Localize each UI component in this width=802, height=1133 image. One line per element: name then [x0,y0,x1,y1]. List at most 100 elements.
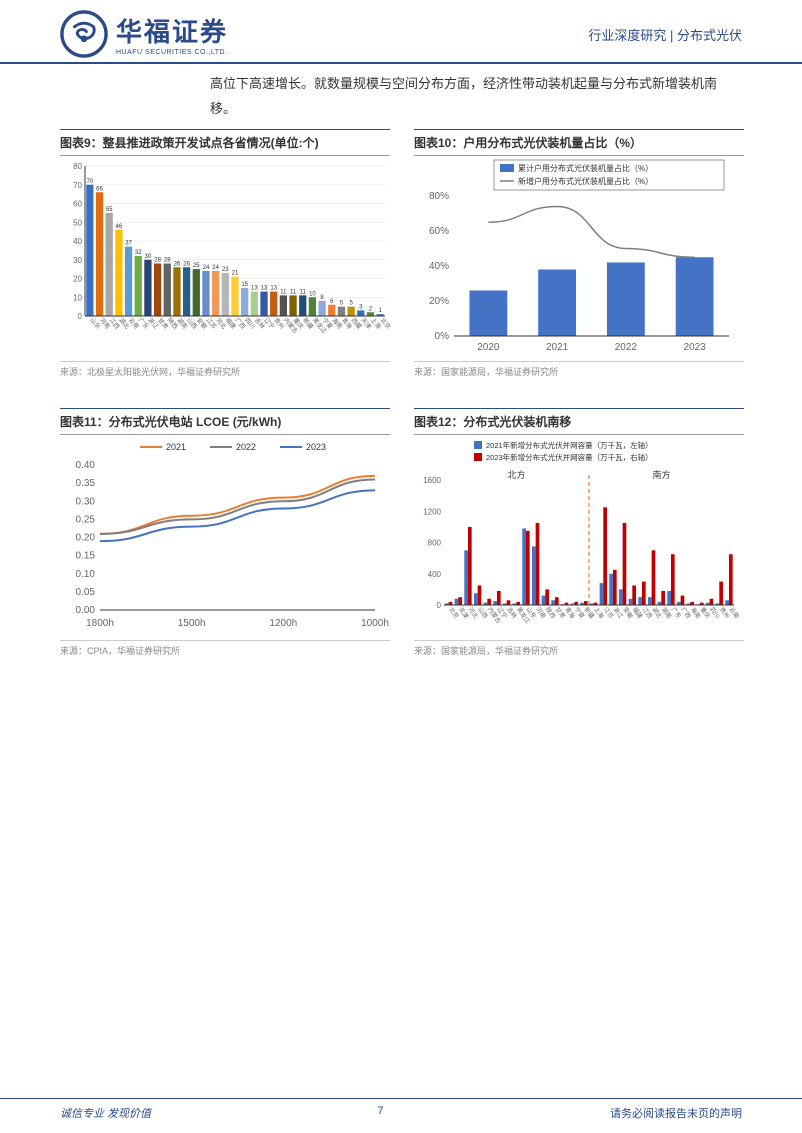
chart-9-title: 图表9：整县推进政策开发试点各省情况(单位:个) [60,129,390,156]
svg-text:66: 66 [96,187,103,193]
svg-text:25: 25 [193,264,200,270]
svg-text:55: 55 [106,207,113,213]
chart-10-canvas: 累计户用分布式光伏装机量占比（%）新增户用分布式光伏装机量占比（%）0%20%4… [414,156,744,356]
svg-text:2023: 2023 [684,342,707,353]
svg-text:28: 28 [154,258,161,264]
svg-text:累计户用分布式光伏装机量占比（%）: 累计户用分布式光伏装机量占比（%） [518,163,653,173]
chart-12-source: 来源：国家能源局，华福证券研究所 [414,640,744,657]
svg-text:0.10: 0.10 [76,569,96,580]
chart-11-title: 图表11：分布式光伏电站 LCOE (元/kWh) [60,408,390,435]
svg-text:21: 21 [232,271,239,277]
svg-text:70: 70 [86,179,93,185]
svg-text:0: 0 [437,601,442,610]
svg-text:13: 13 [261,286,268,292]
svg-text:15: 15 [241,282,248,288]
svg-text:11: 11 [300,290,307,296]
svg-text:13: 13 [270,286,277,292]
chart-11-source: 来源：CPIA，华福证券研究所 [60,640,390,657]
chart-11-canvas: 2021 2022 2023 0.00 0.05 0.10 0.15 0.20 0.25 0.30… [60,435,390,635]
svg-text:2021: 2021 [546,342,569,353]
company-name-cn: 华福证券 [116,12,228,49]
chart-10-block: 图表10：户用分布式光伏装机量占比（%） 累计户用分布式光伏装机量占比（%）新增… [414,129,744,378]
svg-text:26: 26 [174,262,181,268]
svg-text:2022: 2022 [236,442,256,452]
svg-text:800: 800 [428,539,442,548]
svg-text:40%: 40% [429,261,449,272]
intro-paragraph: 高位下高速增长。就数量规模与空间分布方面，经济性带动装机起量与分布式新增装机南移… [0,64,802,129]
company-name-en: HUAFU SECURITIES CO.,LTD. [116,49,228,56]
chart-12-block: 图表12：分布式光伏装机南移 2021年新增分布式光伏并网容量（万千瓦，左轴）2… [414,408,744,657]
svg-text:0.20: 0.20 [76,533,96,544]
svg-text:32: 32 [135,250,142,256]
svg-text:28: 28 [164,258,171,264]
svg-text:1000h: 1000h [361,618,389,629]
svg-text:1: 1 [378,309,382,315]
svg-text:13: 13 [251,286,258,292]
svg-text:2023: 2023 [306,442,326,452]
svg-text:南方: 南方 [652,469,670,480]
svg-text:0.40: 0.40 [76,460,96,471]
svg-text:20%: 20% [429,296,449,307]
chart-10-title: 图表10：户用分布式光伏装机量占比（%） [414,129,744,156]
svg-text:23: 23 [222,267,229,273]
svg-text:2022: 2022 [615,342,638,353]
svg-text:1200h: 1200h [269,618,297,629]
svg-text:北方: 北方 [507,469,525,480]
chart-9-block: 图表9：整县推进政策开发试点各省情况(单位:个) 010203040506070… [60,129,390,378]
svg-text:400: 400 [428,570,442,579]
svg-text:0%: 0% [435,331,450,342]
chart-10-source: 来源：国家能源局，华福证券研究所 [414,361,744,378]
svg-text:6: 6 [330,299,334,305]
svg-text:3: 3 [359,305,363,311]
svg-text:5: 5 [340,301,344,307]
svg-text:60%: 60% [429,226,449,237]
svg-text:10: 10 [73,294,82,303]
svg-text:2: 2 [369,307,373,313]
svg-text:0.25: 0.25 [76,515,96,526]
svg-text:2021年新增分布式光伏并网容量（万千瓦，左轴）: 2021年新增分布式光伏并网容量（万千瓦，左轴） [486,440,653,450]
svg-text:46: 46 [116,224,123,230]
svg-text:北京: 北京 [379,317,390,331]
chart-12-canvas: 2021年新增分布式光伏并网容量（万千瓦，左轴） 2023年新增分布式光伏并网容量… [414,435,744,635]
chart-11-block: 图表11：分布式光伏电站 LCOE (元/kWh) 2021 2022 2023 0.… [60,408,390,657]
svg-text:11: 11 [280,290,287,296]
svg-text:2020: 2020 [477,342,500,353]
logo-icon [60,10,108,58]
chart-12-title: 图表12：分布式光伏装机南移 [414,408,744,435]
svg-text:0.30: 0.30 [76,497,96,508]
svg-text:10: 10 [309,292,316,298]
svg-text:24: 24 [203,265,210,271]
svg-text:0.15: 0.15 [76,551,96,562]
svg-text:2023年新增分布式光伏并网容量（万千瓦，右轴）: 2023年新增分布式光伏并网容量（万千瓦，右轴） [486,452,653,462]
charts-grid: 图表9：整县推进政策开发试点各省情况(单位:个) 010203040506070… [0,129,802,657]
svg-text:1600: 1600 [423,476,441,485]
svg-text:0.00: 0.00 [76,605,96,616]
svg-text:30: 30 [145,254,152,260]
svg-text:2021: 2021 [166,442,186,452]
svg-text:26: 26 [183,262,190,268]
svg-text:1200: 1200 [423,508,441,517]
svg-text:70: 70 [73,181,82,190]
svg-text:云南: 云南 [728,606,741,620]
page-header: 华福证券 HUAFU SECURITIES CO.,LTD. 行业深度研究 | … [0,0,802,64]
page-footer: 诚信专业 发现价值 7 请务必阅读报告末页的声明 [0,1098,802,1121]
footer-right: 请务必阅读报告末页的声明 [610,1105,742,1121]
svg-text:80%: 80% [429,191,449,202]
svg-text:0: 0 [78,312,83,321]
chart-9-canvas: 0102030405060708070山东66河南55江西46湖北37云南32广… [60,156,390,356]
svg-text:80: 80 [73,162,82,171]
svg-text:30: 30 [73,256,82,265]
svg-text:20: 20 [73,275,82,284]
svg-text:8: 8 [320,295,324,301]
svg-text:24: 24 [212,265,219,271]
svg-text:11: 11 [290,290,297,296]
footer-left: 诚信专业 发现价值 [60,1105,151,1121]
svg-text:0.05: 0.05 [76,587,96,598]
svg-text:1500h: 1500h [178,618,206,629]
svg-text:1800h: 1800h [86,618,114,629]
svg-text:50: 50 [73,219,82,228]
svg-text:0.35: 0.35 [76,479,96,490]
breadcrumb: 行业深度研究 | 分布式光伏 [588,25,742,44]
svg-text:40: 40 [73,237,82,246]
company-logo: 华福证券 HUAFU SECURITIES CO.,LTD. [60,10,228,58]
